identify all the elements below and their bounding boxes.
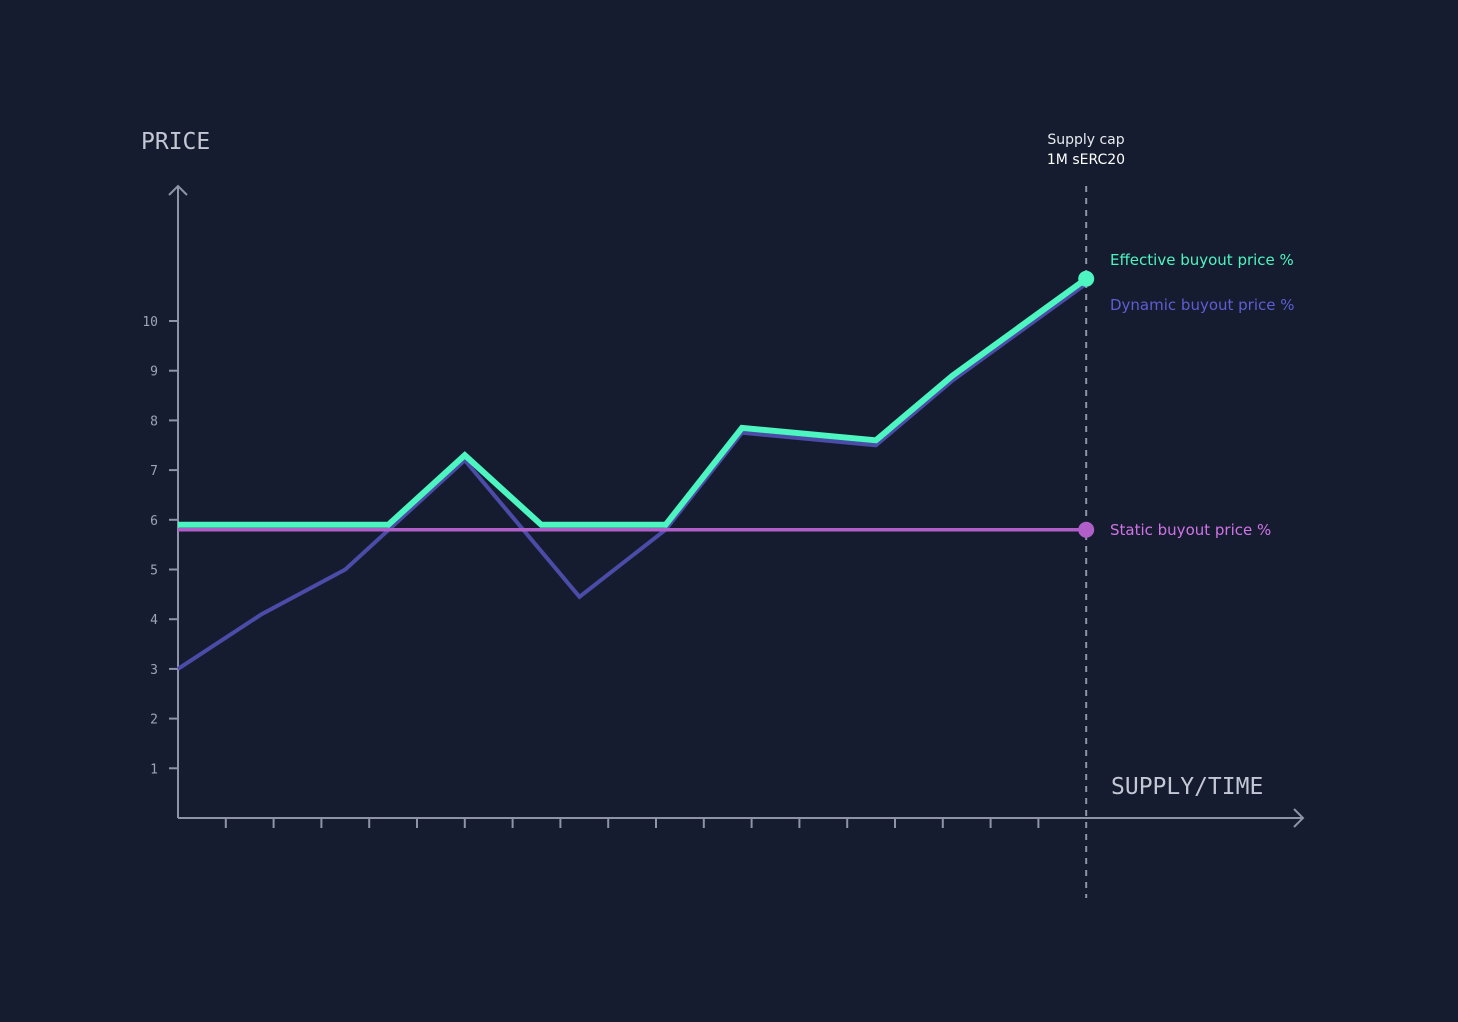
static-end-point	[1078, 521, 1095, 538]
x-axis-arrow	[1293, 808, 1305, 828]
legend-dynamic: Dynamic buyout price %	[1110, 296, 1295, 314]
y-tick-label: 4	[150, 613, 158, 628]
legend-static: Static buyout price %	[1110, 521, 1271, 539]
dynamic-price-line	[176, 282, 1088, 671]
supply-cap-label: Supply cap	[1047, 132, 1124, 148]
y-tick-label: 2	[150, 713, 158, 728]
y-tick-label: 3	[150, 663, 158, 678]
x-axis-title: SUPPLY/TIME	[1111, 774, 1263, 800]
supply-cap-amount: 1M sERC20	[1047, 152, 1125, 168]
y-tick-label: 7	[150, 464, 158, 479]
y-tick-label: 6	[150, 514, 158, 529]
labels: PRICE SUPPLY/TIME Supply cap 1M sERC20 E…	[141, 129, 1295, 800]
y-tick-label: 5	[150, 564, 158, 579]
effective-end-point	[1078, 270, 1095, 287]
y-tick-label: 9	[150, 365, 158, 380]
y-tick-label: 8	[150, 414, 158, 429]
y-axis-arrow	[168, 184, 188, 196]
y-axis-title: PRICE	[141, 129, 210, 155]
y-tick-label: 1	[150, 762, 158, 777]
y-tick-label: 10	[142, 315, 158, 330]
axes: 1 2 3 4 5 6 7 8 9 10	[142, 184, 1305, 898]
legend-effective: Effective buyout price %	[1110, 251, 1294, 269]
series-lines	[176, 270, 1095, 671]
effective-price-line	[178, 276, 1088, 528]
